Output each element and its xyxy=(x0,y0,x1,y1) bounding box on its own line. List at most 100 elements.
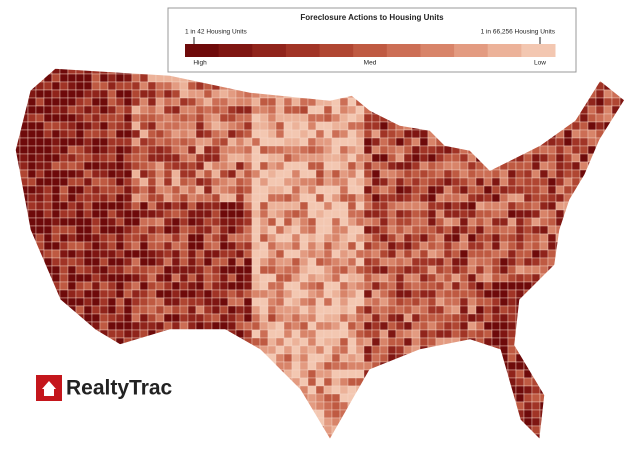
county xyxy=(219,121,229,131)
county xyxy=(83,201,93,211)
county xyxy=(131,193,141,203)
county xyxy=(339,313,349,323)
county xyxy=(299,225,309,235)
county xyxy=(451,297,461,307)
county xyxy=(187,177,197,187)
county xyxy=(251,121,261,131)
county xyxy=(371,305,381,315)
county xyxy=(67,153,77,163)
county xyxy=(179,281,189,291)
county xyxy=(131,313,141,323)
county xyxy=(155,185,165,195)
county xyxy=(307,233,317,243)
county xyxy=(459,281,469,291)
county xyxy=(283,137,293,147)
county xyxy=(411,225,421,235)
county xyxy=(419,321,429,331)
county xyxy=(187,305,197,315)
county xyxy=(131,201,141,211)
county xyxy=(99,305,109,315)
county xyxy=(195,121,205,131)
county xyxy=(323,417,333,427)
county xyxy=(115,153,125,163)
county xyxy=(35,185,45,195)
county xyxy=(195,81,205,91)
county xyxy=(203,233,213,243)
county xyxy=(219,321,229,331)
county xyxy=(443,185,453,195)
county xyxy=(115,321,125,331)
county xyxy=(523,257,533,267)
county xyxy=(91,257,101,267)
county xyxy=(451,217,461,227)
county xyxy=(323,337,333,347)
county xyxy=(419,305,429,315)
county xyxy=(131,281,141,291)
county xyxy=(91,153,101,163)
county xyxy=(91,305,101,315)
county xyxy=(187,321,197,331)
county xyxy=(59,241,69,251)
county xyxy=(427,209,437,219)
county xyxy=(379,297,389,307)
county xyxy=(75,81,85,91)
county xyxy=(147,73,157,83)
county xyxy=(219,265,229,275)
county xyxy=(163,193,173,203)
county xyxy=(387,185,397,195)
county xyxy=(323,153,333,163)
county xyxy=(347,161,357,171)
county xyxy=(523,249,533,259)
county xyxy=(107,201,117,211)
county xyxy=(163,217,173,227)
county xyxy=(19,161,29,171)
county xyxy=(483,169,493,179)
county xyxy=(235,97,245,107)
county xyxy=(611,97,621,107)
county xyxy=(363,209,373,219)
county xyxy=(283,249,293,259)
county xyxy=(475,225,485,235)
county xyxy=(283,321,293,331)
county xyxy=(19,153,29,163)
county xyxy=(435,209,445,219)
county xyxy=(163,209,173,219)
county xyxy=(139,129,149,139)
county xyxy=(371,289,381,299)
county xyxy=(347,97,357,107)
county xyxy=(123,201,133,211)
county xyxy=(411,249,421,259)
county xyxy=(467,185,477,195)
county xyxy=(283,305,293,315)
county xyxy=(83,241,93,251)
county xyxy=(179,145,189,155)
county xyxy=(59,201,69,211)
county xyxy=(475,305,485,315)
county xyxy=(259,177,269,187)
county xyxy=(435,177,445,187)
county xyxy=(155,281,165,291)
county xyxy=(315,281,325,291)
county xyxy=(171,241,181,251)
county xyxy=(299,257,309,267)
county xyxy=(403,137,413,147)
county xyxy=(339,201,349,211)
county xyxy=(227,193,237,203)
county xyxy=(267,265,277,275)
county xyxy=(339,289,349,299)
county xyxy=(339,345,349,355)
county xyxy=(395,305,405,315)
county xyxy=(267,337,277,347)
county xyxy=(507,353,517,363)
county xyxy=(267,145,277,155)
county xyxy=(379,289,389,299)
county xyxy=(75,281,85,291)
county xyxy=(283,353,293,363)
county xyxy=(179,313,189,323)
county xyxy=(307,361,317,371)
county xyxy=(299,305,309,315)
county xyxy=(283,241,293,251)
county xyxy=(139,145,149,155)
county xyxy=(291,265,301,275)
county xyxy=(195,201,205,211)
